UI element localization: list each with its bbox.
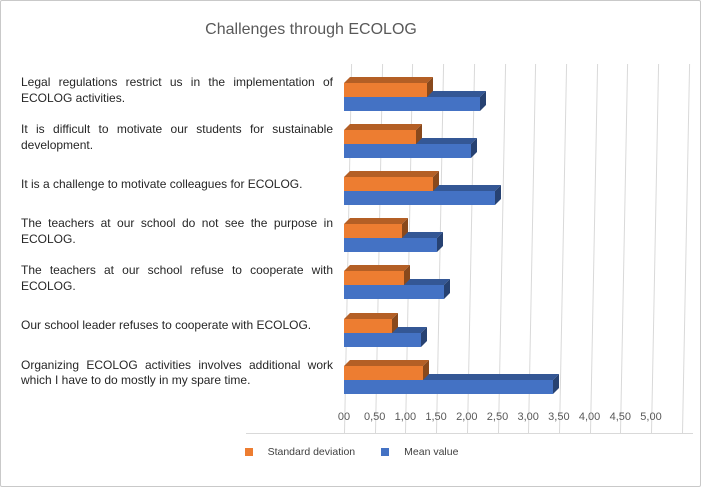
bar-mean-value: [344, 373, 559, 394]
x-axis: 00 0,50 1,00 1,50 2,00 2,50 3,00 3,50 4,00 4,50 5,…: [1, 411, 700, 427]
x-axis-tick-label: 4,50: [609, 411, 631, 423]
category-label: It is a challenge to motivate colleagues…: [21, 176, 303, 191]
bar-standard-deviation-front-face: [344, 224, 402, 239]
bar-mean-value: [344, 232, 443, 253]
bar-mean-value-front-face: [344, 332, 421, 347]
category-label: Legal regulations restrict us in the imp…: [21, 75, 333, 105]
x-axis-tick-label: 5,00: [640, 411, 662, 423]
category-label: The teachers at our school do not see th…: [21, 216, 333, 246]
legend-item-standard-deviation: Standard deviation: [244, 446, 356, 458]
bar-mean-value-side-face: [444, 279, 451, 300]
x-axis-tick-label: 00: [337, 411, 351, 423]
bar-mean-value-front-face: [344, 191, 496, 206]
bar-mean-value-front-face: [344, 285, 445, 300]
x-axis-tick-label: 2,00: [456, 411, 478, 423]
category-label: Organizing ECOLOG activities involves ad…: [21, 357, 333, 388]
x-axis-baseline: [246, 433, 693, 434]
legend-swatch-standard-deviation: [244, 448, 253, 456]
x-axis-tick-label: 1,50: [425, 411, 447, 423]
bar-standard-deviation: [344, 218, 408, 239]
bar-mean-value-front-face: [344, 97, 480, 111]
legend-swatch-mean-value: [381, 448, 390, 456]
bar-mean-value: [344, 91, 486, 111]
plot-area: [344, 64, 693, 433]
legend: Standard deviation Mean value: [1, 446, 700, 458]
bars-layer: [344, 64, 693, 433]
bar-standard-deviation-front-face: [344, 271, 404, 286]
legend-item-mean-value: Mean value: [381, 446, 458, 458]
bar-standard-deviation-front-face: [344, 365, 424, 380]
legend-label-mean-value: Mean value: [404, 446, 459, 458]
bar-standard-deviation: [344, 124, 422, 145]
bar-mean-value-side-face: [495, 185, 502, 206]
bar-mean-value-side-face: [471, 138, 478, 159]
x-axis-tick-label: 4,00: [578, 411, 601, 423]
x-axis-tick-label: 0,50: [363, 411, 386, 423]
bar-mean-value-front-face: [344, 144, 472, 159]
bar-standard-deviation-front-face: [344, 83, 427, 97]
chart-title: Challenges through ECOLOG: [205, 21, 417, 38]
bar-mean-value-front-face: [344, 379, 553, 394]
x-axis-tick-label: 3,00: [517, 411, 539, 423]
bar-standard-deviation: [344, 265, 410, 286]
bar-standard-deviation: [344, 77, 433, 97]
bar-mean-value: [344, 326, 427, 347]
category-label: It is difficult to motivate our students…: [21, 122, 333, 152]
bar-standard-deviation-front-face: [344, 177, 434, 192]
bar-mean-value: [344, 279, 451, 300]
x-axis-tick-label: 3,50: [548, 411, 570, 423]
category-label: The teachers at our school refuse to coo…: [21, 263, 333, 293]
legend-label-standard-deviation: Standard deviation: [267, 446, 356, 458]
bar-mean-value: [344, 185, 502, 206]
bar-standard-deviation-front-face: [344, 318, 392, 333]
x-axis-tick-label: 2,50: [486, 411, 509, 423]
x-axis-tick-label: 1,00: [394, 411, 417, 423]
bar-standard-deviation: [344, 359, 430, 380]
bar-mean-value-front-face: [344, 238, 437, 253]
bar-standard-deviation-front-face: [344, 130, 416, 145]
bar-standard-deviation: [344, 171, 440, 192]
bar-standard-deviation: [344, 312, 398, 333]
category-label: Our school leader refuses to cooperate w…: [21, 318, 312, 333]
bar-mean-value: [344, 138, 478, 159]
